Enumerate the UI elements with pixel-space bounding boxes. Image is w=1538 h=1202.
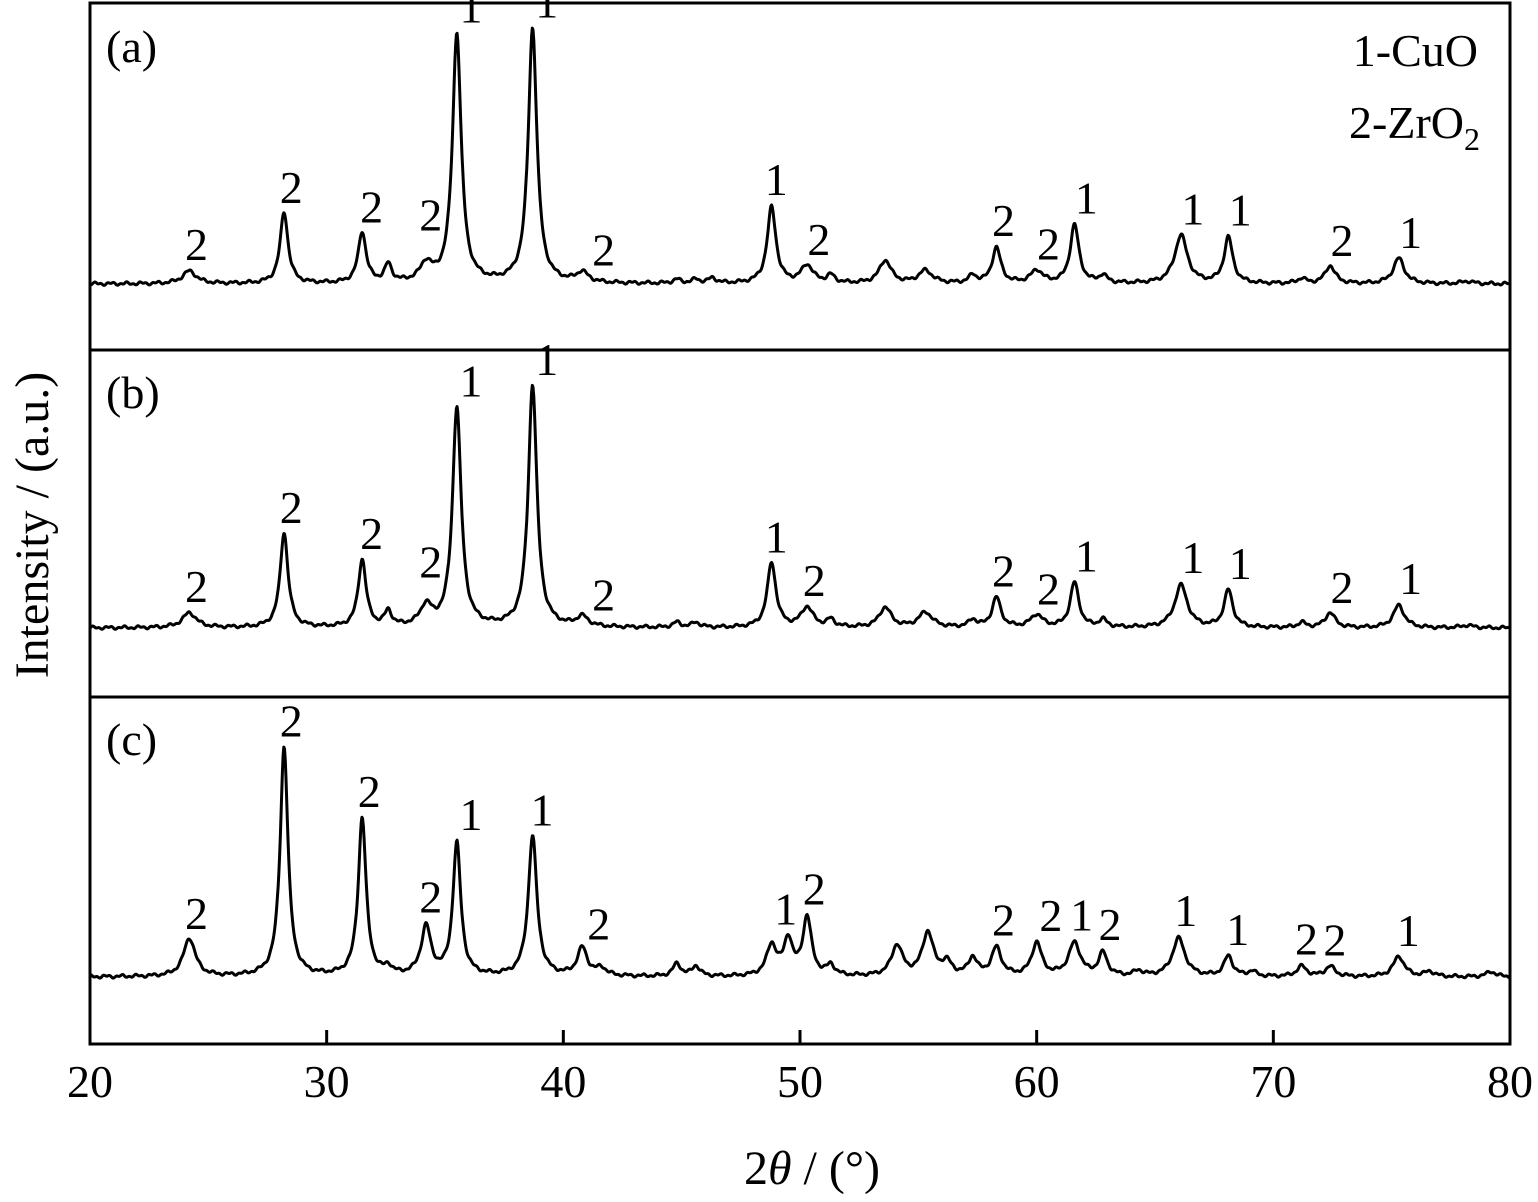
peak-label: 1 (1075, 172, 1098, 223)
panel-label: (c) (106, 714, 157, 765)
peak-label: 2 (360, 181, 383, 232)
peak-label: 2 (1331, 562, 1354, 613)
x-tick-label: 60 (1014, 1056, 1060, 1107)
peak-label: 1 (765, 512, 788, 563)
peak-label: 2 (185, 561, 208, 612)
x-tick-label: 70 (1250, 1056, 1296, 1107)
peak-label: 1 (1181, 532, 1204, 583)
peak-label: 2 (803, 864, 826, 915)
peak-label: 2 (1037, 218, 1060, 269)
peak-label: 1 (1226, 904, 1249, 955)
peak-label: 2 (1295, 913, 1318, 964)
x-axis-title-unit: / (°) (792, 1142, 881, 1195)
peak-label: 2 (185, 888, 208, 939)
x-axis-title-theta: θ (768, 1142, 792, 1195)
peak-label: 1 (1075, 531, 1098, 582)
peak-label: 2 (280, 696, 303, 747)
legend-zro2-subscript: 2 (1464, 121, 1480, 157)
trace-panel-2 (88, 383, 1511, 631)
peak-label: 2 (1099, 899, 1122, 950)
peak-label: 2 (280, 482, 303, 533)
x-tick-label: 40 (540, 1056, 586, 1107)
diffraction-traces (88, 26, 1511, 980)
peak-label: 2 (587, 899, 610, 950)
peak-label: 1 (1229, 538, 1252, 589)
x-tick-label: 20 (67, 1056, 113, 1107)
panel-label: (a) (106, 21, 157, 72)
peak-label: 2 (419, 872, 442, 923)
panel-label: (b) (106, 367, 160, 418)
peak-label: 2 (992, 195, 1015, 246)
peak-label: 2 (185, 219, 208, 270)
legend: 1-CuO 2-ZrO2 (1349, 25, 1480, 157)
peak-label: 2 (1037, 563, 1060, 614)
peak-label: 1 (460, 789, 483, 840)
x-tick-label: 30 (304, 1056, 350, 1107)
peak-label: 1 (765, 154, 788, 205)
x-axis-title-two: 2 (744, 1142, 768, 1195)
peak-label: 2 (592, 570, 615, 621)
peak-label: 1 (1399, 553, 1422, 604)
peak-label: 2 (592, 224, 615, 275)
peak-label: 1 (1399, 207, 1422, 258)
x-tick-label: 50 (777, 1056, 823, 1107)
peak-label: 2 (280, 162, 303, 213)
peak-label: 1 (1181, 183, 1204, 234)
x-axis-title: 2θ / (°) (744, 1142, 880, 1195)
peak-label: 1 (1174, 885, 1197, 936)
legend-zro2-main: 2-ZrO (1349, 97, 1464, 148)
peak-label: 2 (358, 766, 381, 817)
peak-label: 1 (535, 334, 558, 385)
peak-label: 1 (774, 884, 797, 935)
peak-label: 1 (1397, 905, 1420, 956)
peak-label: 2 (1331, 215, 1354, 266)
x-axis-ticks: 20 30 40 50 60 70 80 (67, 1030, 1533, 1107)
peak-label: 1 (460, 355, 483, 406)
peak-label: 2 (992, 894, 1015, 945)
legend-zro2: 2-ZrO2 (1349, 97, 1480, 157)
peak-label: 1 (535, 0, 558, 28)
trace-panel-1 (89, 26, 1511, 287)
peak-label: 1 (460, 0, 483, 33)
peak-label: 2 (360, 508, 383, 559)
peak-label: 1 (531, 784, 554, 835)
panel-labels: (a) (b) (c) (106, 21, 160, 765)
y-axis-title: Intensity / (a.u.) (6, 372, 59, 679)
legend-cuo: 1-CuO (1353, 25, 1478, 76)
peak-label: 2 (1039, 890, 1062, 941)
peak-label: 2 (419, 189, 442, 240)
peak-label: 1 (1229, 184, 1252, 235)
peak-label: 2 (807, 214, 830, 265)
trace-panel-3 (89, 745, 1511, 980)
peak-label: 2 (992, 545, 1015, 596)
peak-label: 2 (419, 537, 442, 588)
peak-label: 2 (1323, 914, 1346, 965)
plot-frame (88, 1, 1512, 1046)
peak-label: 1 (1070, 890, 1093, 941)
peak-label: 2 (803, 555, 826, 606)
x-tick-label: 80 (1487, 1056, 1533, 1107)
